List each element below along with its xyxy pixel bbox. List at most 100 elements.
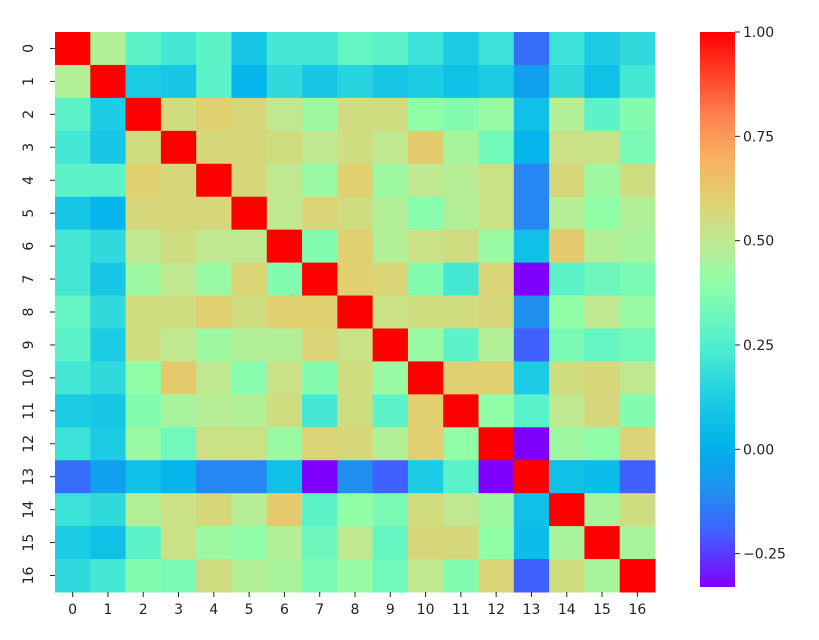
y-tick-label: 2 [21,110,37,119]
heatmap-cell-9-2 [125,328,162,362]
heatmap-cell-9-5 [231,328,268,362]
heatmap-cell-16-14 [549,559,585,593]
heatmap-cell-1-16 [619,64,656,99]
heatmap-cell-2-9 [372,97,409,132]
heatmap-cell-6-2 [125,229,162,264]
heatmap-cell-16-5 [231,559,268,593]
y-tick-label: 6 [21,242,37,251]
x-tick-label: 11 [452,602,470,618]
heatmap-cell-10-11 [443,361,480,395]
heatmap-cell-11-10 [407,394,444,428]
heatmap-cell-7-5 [231,262,268,297]
x-tick-label: 14 [558,602,576,618]
y-tick-label: 8 [21,308,37,317]
heatmap-cell-2-10 [407,97,444,132]
heatmap-cell-9-16 [619,328,656,362]
heatmap-cell-1-6 [266,64,303,99]
heatmap-cell-14-2 [125,493,162,527]
heatmap-cell-14-5 [231,493,268,527]
heatmap-cell-9-13 [513,328,550,362]
heatmap-cell-1-13 [513,64,550,99]
heatmap-cell-10-4 [196,361,232,395]
heatmap-cell-9-9 [372,328,409,362]
x-tick-label: 3 [174,602,183,618]
heatmap-cell-7-16 [619,262,656,297]
colorbar-ticks: 1.00 0.75 0.50 0.25 0.00 −0.25 [735,25,786,563]
heatmap-cell-14-3 [160,493,197,527]
heatmap-cell-10-3 [160,361,197,395]
heatmap-cell-15-4 [196,526,232,560]
heatmap-cell-7-3 [160,262,197,297]
heatmap-cell-7-0 [55,262,91,297]
heatmap-cell-13-5 [231,460,268,494]
heatmap-cell-1-7 [302,64,338,99]
heatmap-cell-10-15 [584,361,621,395]
heatmap-cell-6-13 [513,229,550,264]
heatmap-cell-5-6 [266,196,303,231]
heatmap-cell-4-1 [90,163,127,198]
heatmap-cell-5-4 [196,196,232,231]
heatmap-cell-2-2 [125,97,162,132]
heatmap-cell-4-13 [513,163,550,198]
heatmap-cell-3-12 [478,130,515,165]
heatmap-cell-15-2 [125,526,162,560]
heatmap-cell-7-1 [90,262,127,297]
heatmap-cell-14-8 [337,493,374,527]
heatmap-cell-6-8 [337,229,374,264]
heatmap-cell-9-12 [478,328,515,362]
heatmap-cell-12-4 [196,427,232,461]
colorbar-tick-label: 0.50 [743,234,774,250]
heatmap-cell-11-16 [619,394,656,428]
heatmap-cell-15-13 [513,526,550,560]
heatmap-cell-15-5 [231,526,268,560]
heatmap-cell-7-9 [372,262,409,297]
heatmap-cell-1-4 [196,64,232,99]
heatmap-cell-15-15 [584,526,621,560]
heatmap-cell-4-9 [372,163,409,198]
heatmap-cell-8-5 [231,295,268,329]
heatmap-cell-0-0 [55,32,91,66]
heatmap-cell-15-7 [302,526,338,560]
heatmap-cell-8-11 [443,295,480,329]
heatmap-cell-0-11 [443,32,480,66]
heatmap-cell-15-1 [90,526,127,560]
heatmap-cell-4-15 [584,163,621,198]
heatmap-cell-8-0 [55,295,91,329]
heatmap-cell-16-9 [372,559,409,593]
x-tick-label: 0 [68,602,77,618]
heatmap-cell-16-10 [407,559,444,593]
heatmap-cell-9-15 [584,328,621,362]
heatmap-cell-14-15 [584,493,621,527]
heatmap-cell-0-12 [478,32,515,66]
heatmap-cell-13-7 [302,460,338,494]
heatmap-cell-6-12 [478,229,515,264]
heatmap-cell-9-6 [266,328,303,362]
heatmap-cell-16-8 [337,559,374,593]
heatmap-cell-16-16 [619,559,656,593]
heatmap-cell-4-6 [266,163,303,198]
heatmap-cell-2-7 [302,97,338,132]
heatmap-cell-4-10 [407,163,444,198]
heatmap-cell-7-11 [443,262,480,297]
heatmap-cell-5-3 [160,196,197,231]
heatmap-cell-6-7 [302,229,338,264]
heatmap-cell-16-0 [55,559,91,593]
heatmap-cell-8-14 [549,295,585,329]
heatmap-cell-10-14 [549,361,585,395]
heatmap-cell-15-0 [55,526,91,560]
heatmap-cell-11-6 [266,394,303,428]
heatmap-cell-0-7 [302,32,338,66]
heatmap-cell-10-10 [407,361,444,395]
heatmap-cell-8-15 [584,295,621,329]
heatmap-cell-6-6 [266,229,303,264]
heatmap-cell-4-2 [125,163,162,198]
colorbar-tick-label: 0.75 [743,129,774,145]
heatmap-cell-5-15 [584,196,621,231]
heatmap-cell-15-3 [160,526,197,560]
y-tick-label: 14 [21,501,37,519]
heatmap-cell-11-0 [55,394,91,428]
y-tick-label: 3 [21,143,37,152]
heatmap-cell-9-3 [160,328,197,362]
